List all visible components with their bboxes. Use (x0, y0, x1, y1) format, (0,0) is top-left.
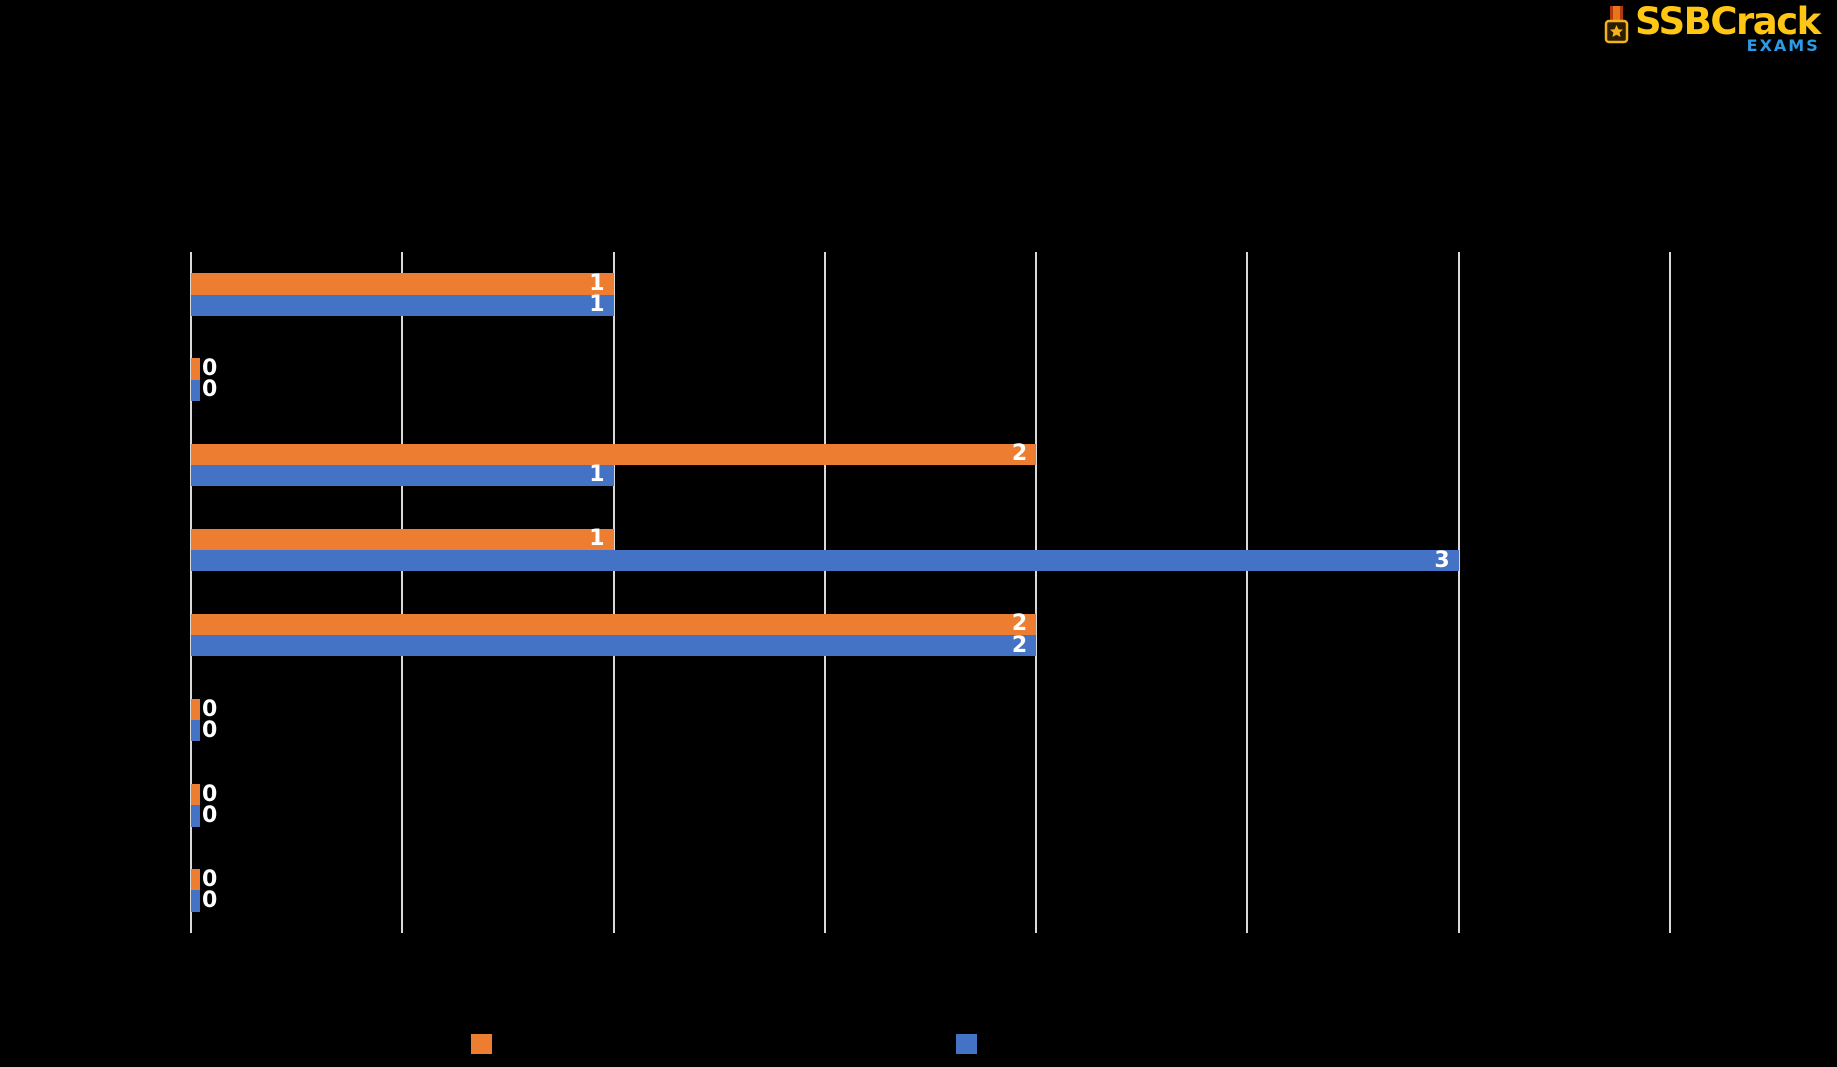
brand-name: SSBCrack (1635, 0, 1821, 43)
gridline (1246, 252, 1249, 933)
value-label: 0 (202, 696, 218, 722)
value-label: 0 (202, 377, 218, 403)
value-label: 0 (202, 802, 218, 828)
bar-series-orange (191, 358, 200, 380)
bar-series-blue: 3 (191, 547, 1459, 573)
gridline (823, 252, 826, 933)
value-label: 0 (202, 356, 218, 382)
value-label: 1 (589, 292, 605, 318)
gridline (1035, 252, 1038, 933)
brand-subtitle: EXAMS (1746, 36, 1820, 55)
bar-series-orange: 1 (191, 270, 614, 296)
medal-icon (1604, 6, 1629, 44)
value-label: 1 (589, 270, 605, 296)
bar-series-orange: 2 (191, 441, 1037, 467)
value-label: 0 (202, 866, 218, 892)
bar-series-orange (191, 784, 200, 806)
bar-row: 0 (191, 356, 1670, 382)
gridline (1457, 252, 1460, 933)
gridline (1669, 252, 1671, 933)
bar-row: 3 (191, 547, 1670, 573)
bar-row: 1 (191, 462, 1670, 488)
bar-row: 0 (191, 888, 1670, 914)
bar-series-orange: 2 (191, 611, 1037, 637)
gridline (190, 252, 192, 933)
bar-row: 1 (191, 526, 1670, 552)
bar-row: 1 (191, 270, 1670, 296)
bar-series-blue (191, 890, 200, 912)
bar-series-blue: 1 (191, 292, 614, 318)
bar-series-blue (191, 379, 200, 401)
bar-row: 0 (191, 717, 1670, 743)
bar-series-orange (191, 698, 200, 721)
value-label: 0 (202, 717, 218, 743)
bar-row: 0 (191, 781, 1670, 807)
bar-series-blue (191, 720, 200, 742)
legend-swatch-orange (471, 1034, 492, 1054)
gridline (401, 252, 404, 933)
value-label: 2 (1011, 611, 1028, 637)
value-label: 0 (202, 781, 218, 807)
bar-series-blue: 2 (191, 632, 1037, 658)
legend-swatch-blue (956, 1034, 977, 1054)
value-label: 2 (1011, 441, 1028, 467)
bar-row: 2 (191, 611, 1670, 637)
value-label: 2 (1011, 632, 1028, 658)
gridline (612, 252, 615, 933)
value-label: 1 (589, 462, 605, 488)
bar-row: 0 (191, 377, 1670, 403)
value-label: 3 (1434, 547, 1450, 573)
value-label: 0 (202, 888, 218, 914)
bar-row: 1 (191, 292, 1670, 318)
bar-row: 0 (191, 696, 1670, 722)
bar-row: 0 (191, 802, 1670, 828)
bar-series-orange (191, 869, 200, 891)
bar-row: 2 (191, 441, 1670, 467)
bar-series-orange: 1 (191, 526, 614, 552)
brand-logo: SSBCrack EXAMS (1600, 0, 1821, 55)
bar-series-blue: 1 (191, 462, 614, 488)
bar-series-blue (191, 805, 200, 827)
value-label: 1 (589, 526, 605, 552)
bar-row: 2 (191, 632, 1670, 658)
bar-row: 0 (191, 866, 1670, 892)
